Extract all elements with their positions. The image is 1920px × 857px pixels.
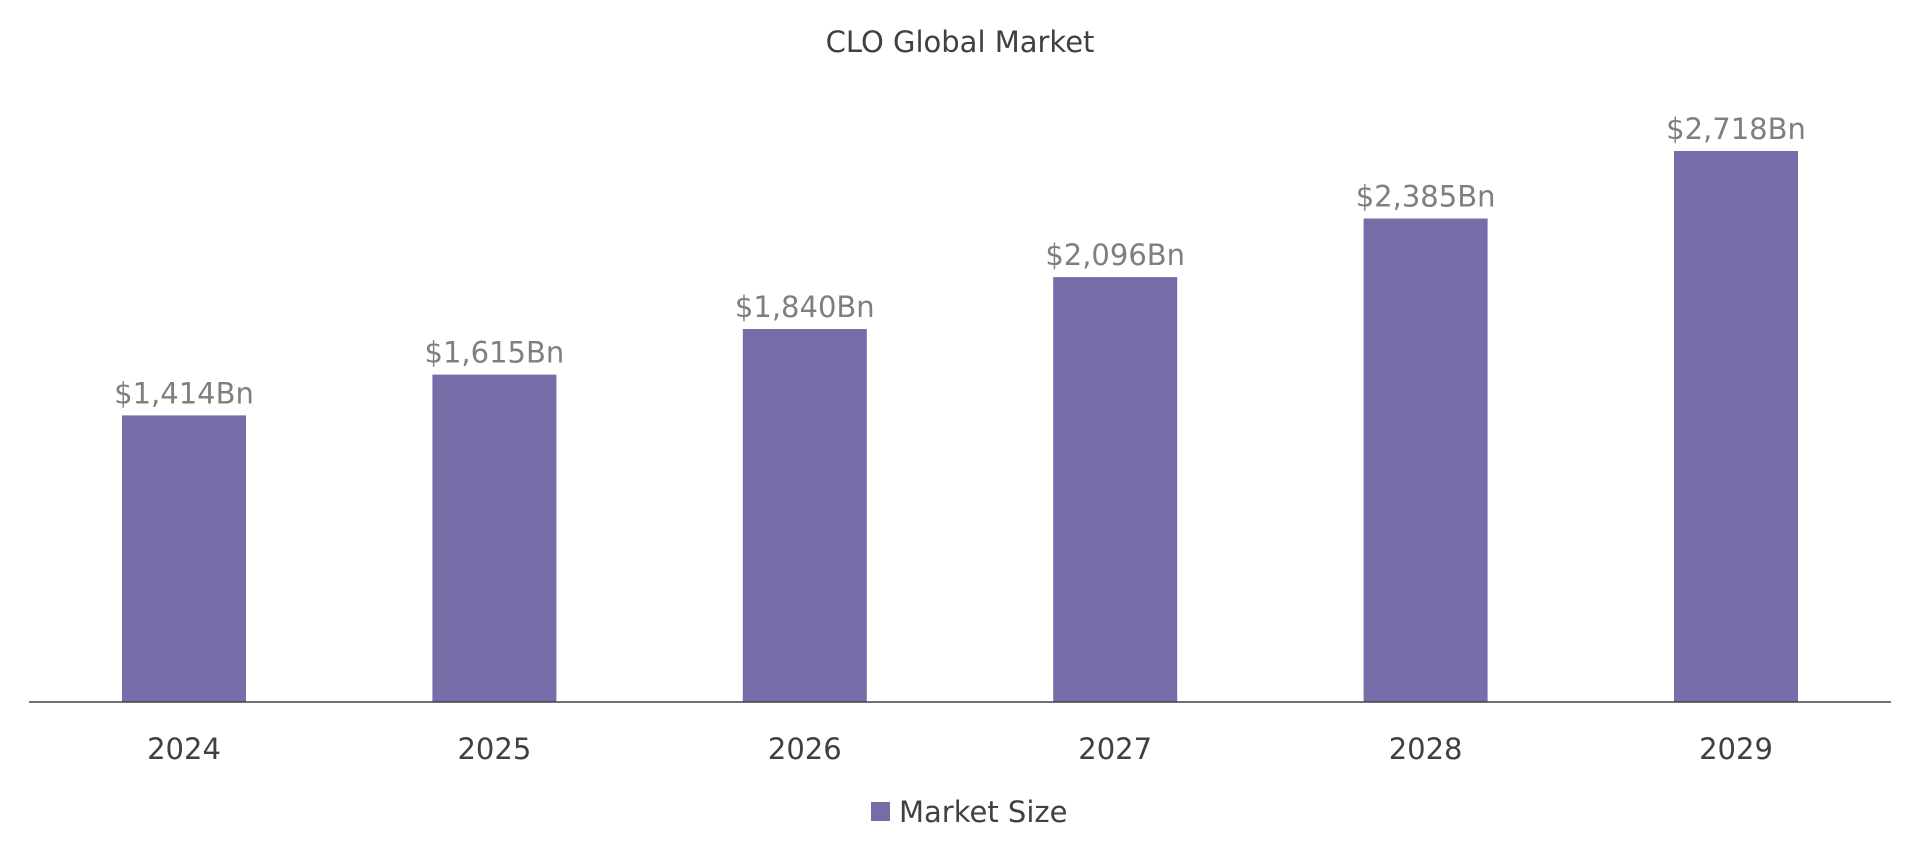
bars-layer: [122, 151, 1798, 702]
x-tick-label-2029: 2029: [1699, 732, 1773, 766]
bar-2024: [122, 415, 246, 702]
x-tick-label-2026: 2026: [768, 732, 842, 766]
bar-2026: [742, 329, 867, 702]
bar-2025: [432, 374, 557, 702]
legend: Market Size: [871, 795, 1067, 829]
x-tick-label-2025: 2025: [457, 732, 531, 766]
data-label-2026: $1,840Bn: [735, 290, 875, 324]
data-label-2029: $2,718Bn: [1666, 112, 1806, 146]
x-tick-labels-layer: 2024 2025 2026 2027 2028 2029: [147, 732, 1773, 766]
data-label-2028: $2,385Bn: [1356, 180, 1496, 214]
x-tick-label-2024: 2024: [147, 732, 221, 766]
legend-label-market-size: Market Size: [899, 795, 1067, 829]
chart-title: CLO Global Market: [826, 25, 1095, 59]
bar-2027: [1053, 277, 1178, 702]
x-tick-label-2028: 2028: [1389, 732, 1463, 766]
bar-2028: [1363, 218, 1488, 702]
legend-swatch-market-size: [871, 802, 890, 821]
data-labels-layer: $1,414Bn $1,615Bn $1,840Bn $2,096Bn $2,385Bn…: [114, 112, 1806, 410]
x-tick-label-2027: 2027: [1078, 732, 1152, 766]
data-label-2025: $1,615Bn: [425, 336, 565, 370]
bar-2029: [1674, 151, 1798, 702]
data-label-2027: $2,096Bn: [1045, 238, 1185, 272]
data-label-2024: $1,414Bn: [114, 376, 254, 410]
